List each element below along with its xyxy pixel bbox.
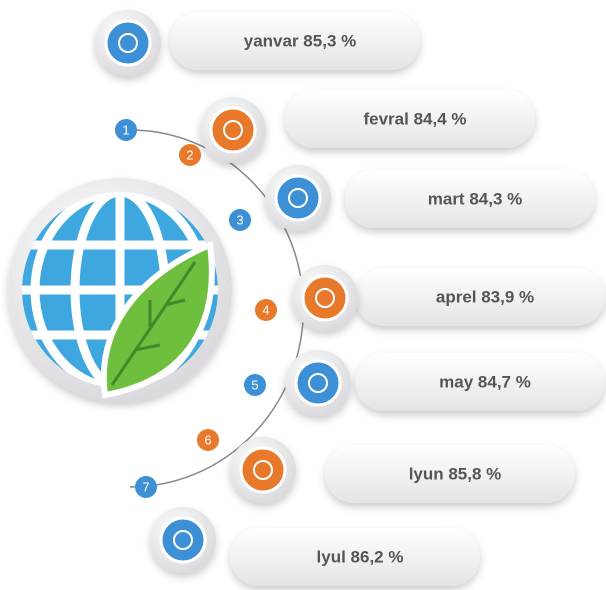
- icon-disc: [106, 21, 150, 65]
- timeline-item: mart 84,3 % 3: [229, 165, 595, 231]
- timeline-item: may 84,7 % 5: [244, 350, 605, 416]
- item-label: fevral 84,4 %: [363, 109, 466, 128]
- icon-disc: [296, 361, 340, 405]
- item-label: yanvar 85,3 %: [244, 31, 356, 50]
- big-globe: [8, 178, 232, 402]
- icon-disc: [276, 176, 320, 220]
- item-label: may 84,7 %: [439, 372, 531, 391]
- timeline-item: aprel 83,9 % 4: [255, 265, 605, 331]
- item-label: aprel 83,9 %: [436, 287, 534, 306]
- icon-disc: [241, 448, 285, 492]
- item-number: 2: [186, 147, 193, 162]
- item-label: lyul 86,2 %: [317, 547, 404, 566]
- infographic: yanvar 85,3 % 1 fevral 84,4 % 2 mart 84,3 % 3…: [0, 0, 606, 590]
- item-number: 7: [142, 479, 149, 494]
- icon-disc: [303, 276, 347, 320]
- timeline-item: lyun 85,8 % 6: [197, 429, 575, 503]
- item-number: 6: [204, 432, 211, 447]
- timeline-item: fevral 84,4 % 2: [179, 90, 535, 166]
- icon-disc: [161, 518, 205, 562]
- item-number: 5: [251, 377, 258, 392]
- item-number: 4: [262, 302, 269, 317]
- item-label: lyun 85,8 %: [409, 464, 502, 483]
- icon-disc: [211, 108, 255, 152]
- item-number: 3: [236, 212, 243, 227]
- item-label: mart 84,3 %: [428, 189, 523, 208]
- item-number: 1: [122, 122, 129, 137]
